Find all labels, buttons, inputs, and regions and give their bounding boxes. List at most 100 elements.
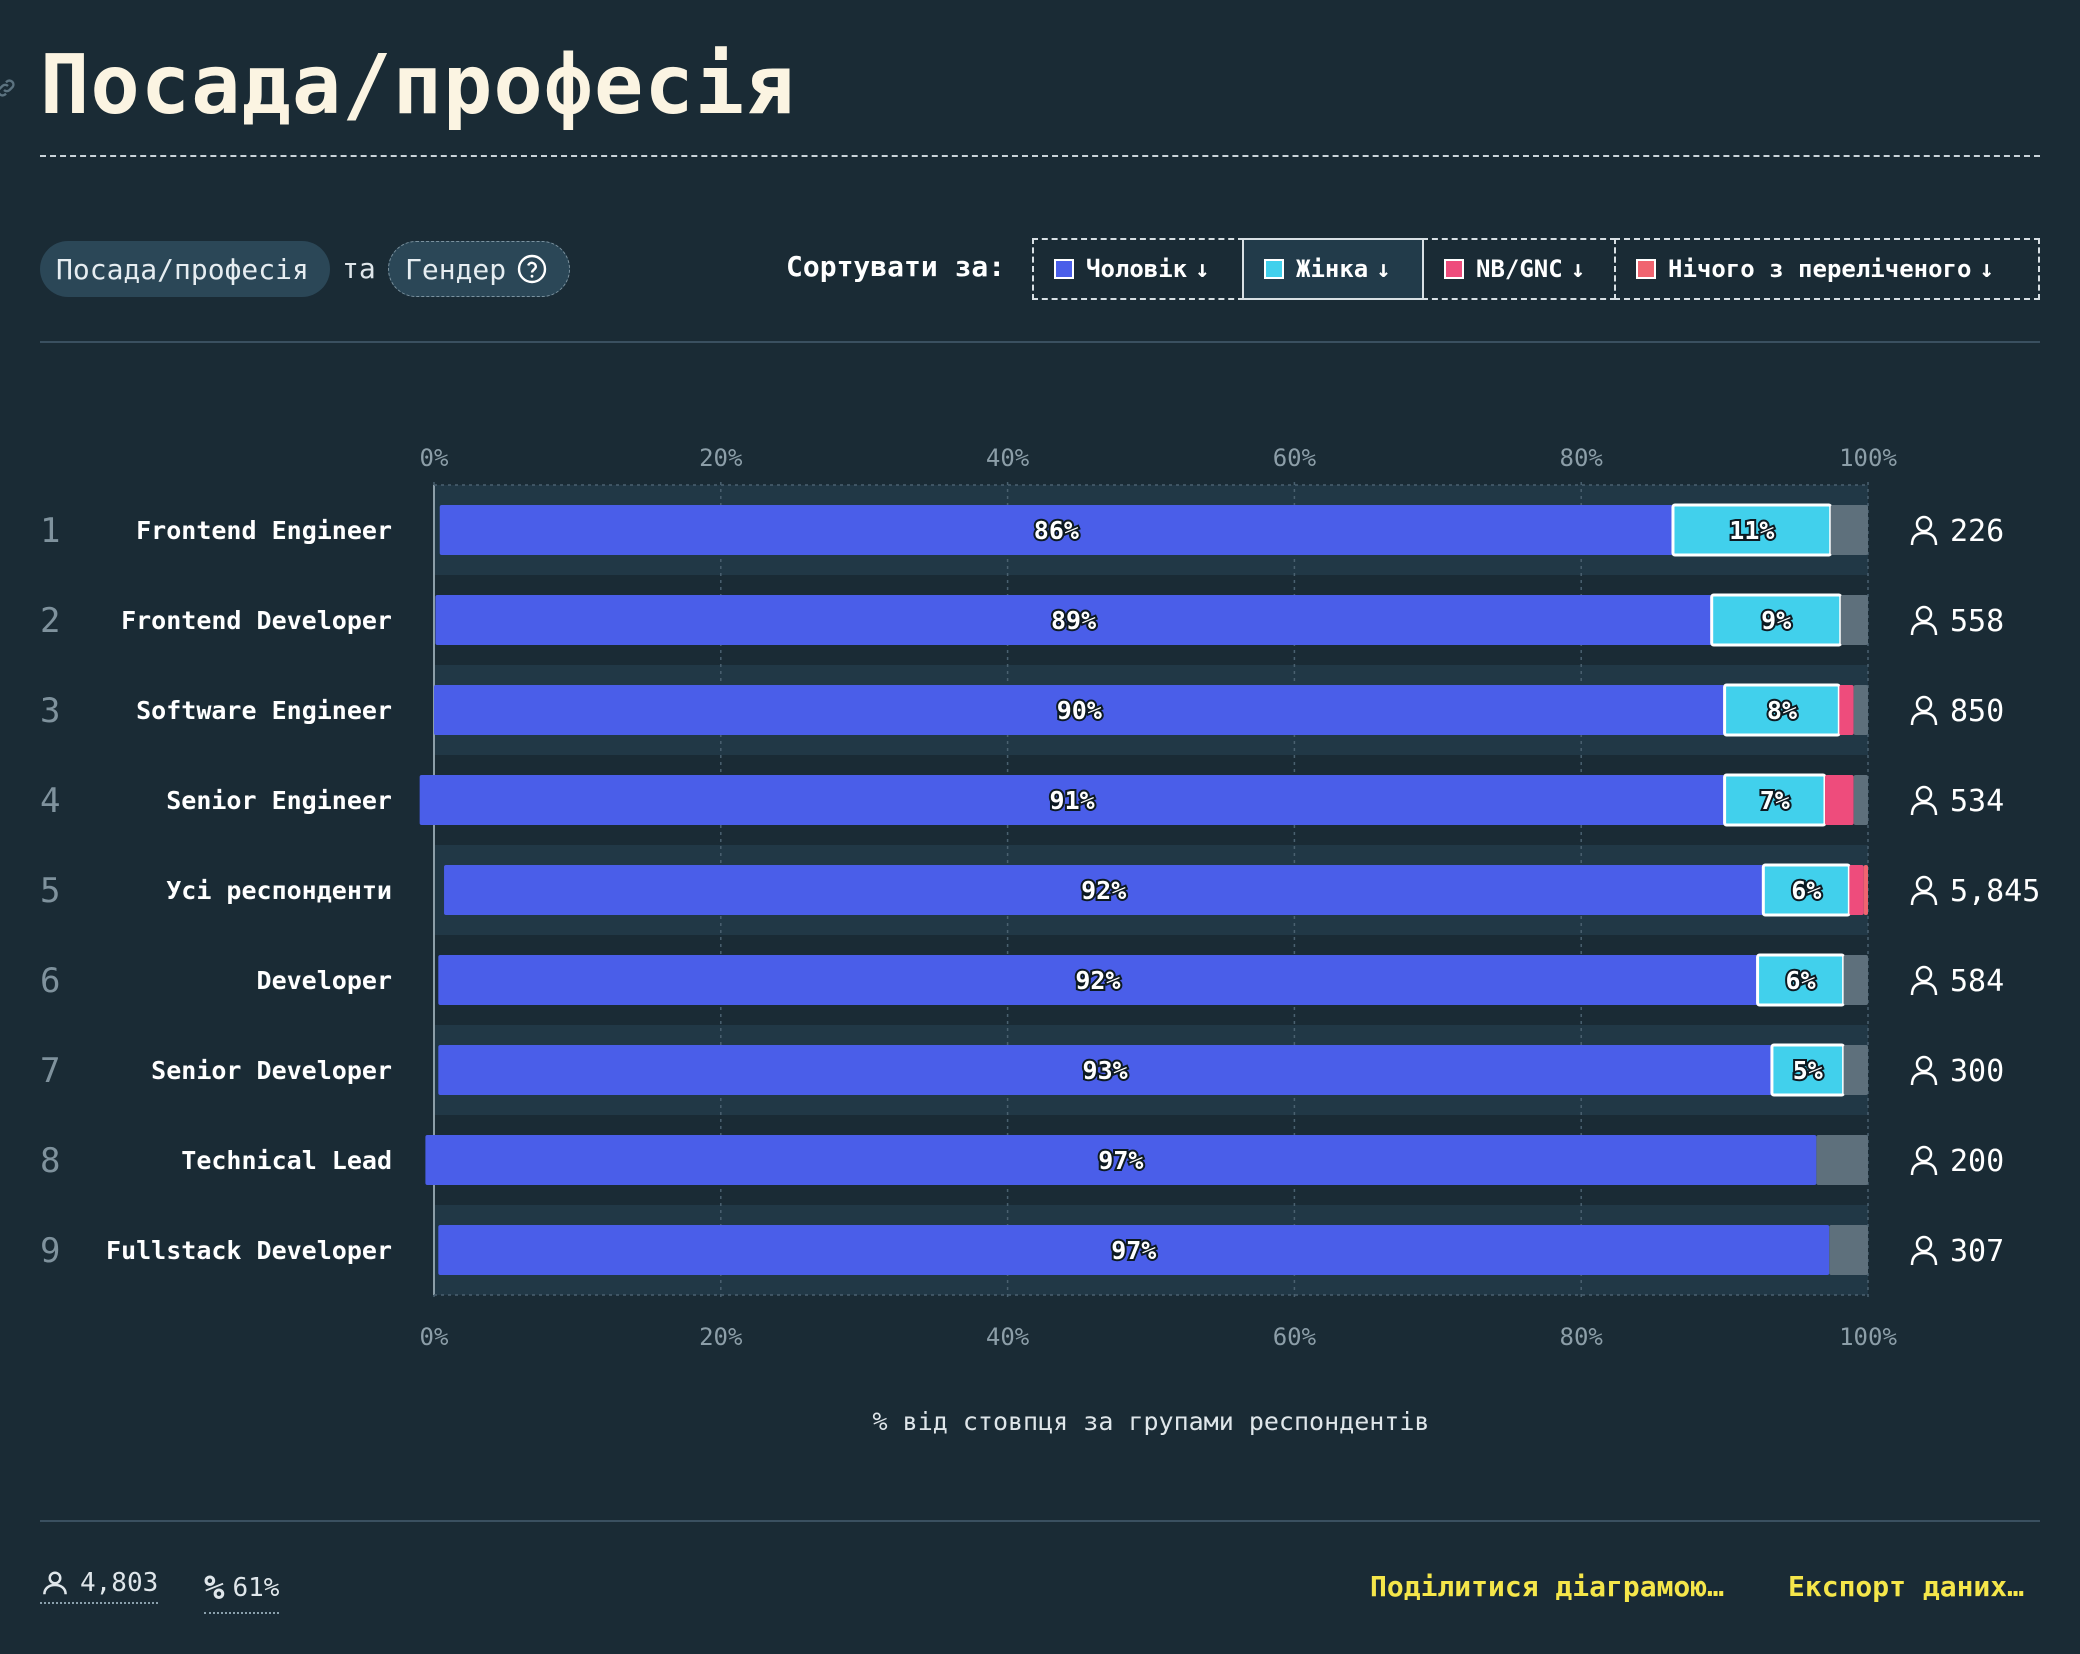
data-label-man: 92% xyxy=(1075,966,1120,995)
bar-none xyxy=(1863,865,1868,915)
person-icon xyxy=(1915,605,1933,623)
x-tick-label-bottom: 80% xyxy=(1560,1323,1604,1351)
respondent-count: 300 xyxy=(1950,1054,2004,1089)
row-rank: 8 xyxy=(40,1141,60,1181)
x-tick-label-bottom: 100% xyxy=(1839,1323,1897,1351)
respondent-count: 850 xyxy=(1950,694,2004,729)
sort-label: Сортувати за: xyxy=(786,250,1006,283)
sort-button-nb-label: NB/GNC xyxy=(1476,255,1563,283)
link-icon[interactable] xyxy=(0,76,18,100)
row-label: Усі респонденти xyxy=(166,876,392,905)
respondent-count: 534 xyxy=(1950,784,2004,819)
data-label-man: 97% xyxy=(1111,1236,1156,1265)
person-icon xyxy=(1910,891,1938,906)
x-tick-label-top: 0% xyxy=(420,444,449,472)
row-rank: 4 xyxy=(40,781,60,821)
bar-man xyxy=(425,1135,1817,1185)
respondent-count: 307 xyxy=(1950,1234,2004,1269)
x-axis-title: % від стовпця за групами респондентів xyxy=(873,1407,1430,1436)
row-rank: 6 xyxy=(40,961,60,1001)
title-divider xyxy=(40,155,2040,157)
bar-other xyxy=(1830,505,1868,555)
data-label-man: 91% xyxy=(1050,786,1095,815)
bar-man xyxy=(438,1045,1772,1095)
none-swatch xyxy=(1636,259,1656,279)
bar-other xyxy=(1829,1225,1868,1275)
help-icon[interactable] xyxy=(516,253,548,285)
row-label: Fullstack Developer xyxy=(106,1236,392,1265)
bar-other xyxy=(1843,1045,1868,1095)
row-label: Senior Engineer xyxy=(166,786,392,815)
x-tick-label-bottom: 40% xyxy=(986,1323,1030,1351)
person-icon xyxy=(43,1571,67,1595)
x-tick-label-bottom: 20% xyxy=(699,1323,743,1351)
x-tick-label-bottom: 60% xyxy=(1273,1323,1317,1351)
data-label-woman: 6% xyxy=(1786,966,1816,995)
person-icon xyxy=(1910,1071,1938,1086)
row-rank: 1 xyxy=(40,511,60,551)
export-data-link[interactable]: Експорт даних… xyxy=(1788,1570,2025,1603)
respondent-count: 200 xyxy=(1950,1144,2004,1179)
role-filter-label: Посада/професія xyxy=(56,252,309,286)
row-rank: 5 xyxy=(40,871,60,911)
respondent-count: 584 xyxy=(1950,964,2004,999)
data-label-woman: 7% xyxy=(1760,786,1790,815)
nb-swatch xyxy=(1444,259,1464,279)
bar-other xyxy=(1840,595,1868,645)
person-icon xyxy=(1915,875,1933,893)
respondent-count: 5,845 xyxy=(1950,874,2040,909)
data-label-man: 86% xyxy=(1034,516,1079,545)
person-icon xyxy=(1915,965,1933,983)
bar-other xyxy=(1853,685,1868,735)
role-filter-pill[interactable]: Посада/професія xyxy=(40,241,330,297)
person-icon xyxy=(1915,785,1933,803)
row-label: Technical Lead xyxy=(181,1146,392,1175)
row-label: Developer xyxy=(257,966,392,995)
row-label: Software Engineer xyxy=(136,696,392,725)
person-icon xyxy=(1915,515,1933,533)
row-rank: 9 xyxy=(40,1231,60,1271)
data-label-woman: 5% xyxy=(1793,1056,1823,1085)
row-rank: 2 xyxy=(40,601,60,641)
data-label-man: 97% xyxy=(1098,1146,1143,1175)
person-icon xyxy=(1910,711,1938,726)
bar-other xyxy=(1843,955,1868,1005)
data-label-man: 89% xyxy=(1051,606,1096,635)
x-tick-label-top: 40% xyxy=(986,444,1030,472)
data-label-woman: 6% xyxy=(1791,876,1821,905)
woman-swatch xyxy=(1264,259,1284,279)
percent-stat[interactable]: % 61% xyxy=(204,1568,280,1614)
sort-button-nb[interactable]: NB/GNC ↓ xyxy=(1422,238,1616,300)
x-tick-label-top: 100% xyxy=(1839,444,1897,472)
sort-button-none-label: Нічого з переліченого xyxy=(1668,255,1972,283)
respondents-count: 4,803 xyxy=(80,1568,159,1598)
data-label-woman: 8% xyxy=(1767,696,1797,725)
stacked-bar-chart: 0% 0% 20% 20% 40% 40% 60% 60% 80% 80% 100% 100% 1 Fro… xyxy=(40,444,2040,1436)
respondents-stat[interactable]: 4,803 xyxy=(40,1568,159,1604)
bar-man xyxy=(439,505,1673,555)
percent-icon: % xyxy=(204,1568,225,1608)
person-icon xyxy=(1915,1235,1933,1253)
x-tick-label-top: 80% xyxy=(1560,444,1604,472)
sort-button-none[interactable]: Нічого з переліченого ↓ xyxy=(1614,238,2040,300)
data-label-man: 90% xyxy=(1057,696,1102,725)
share-chart-link[interactable]: Поділитися діаграмою… xyxy=(1370,1570,1725,1603)
arrow-down-icon: ↓ xyxy=(1979,255,1994,283)
x-tick-label-top: 60% xyxy=(1273,444,1317,472)
filter-conjunction: та xyxy=(342,252,376,285)
row-label: Frontend Engineer xyxy=(136,516,392,545)
person-icon xyxy=(1910,981,1938,996)
person-icon xyxy=(1910,1251,1938,1266)
respondent-count: 558 xyxy=(1950,604,2004,639)
bar-man xyxy=(434,685,1725,735)
bar-nb xyxy=(1824,775,1854,825)
person-icon xyxy=(1915,695,1933,713)
row-label: Senior Developer xyxy=(151,1056,392,1085)
data-label-man: 93% xyxy=(1083,1056,1128,1085)
bar-woman xyxy=(1710,593,1843,647)
bar-man xyxy=(438,1225,1830,1275)
respondent-count: 226 xyxy=(1950,514,2004,549)
gender-filter-pill[interactable]: Гендер xyxy=(388,241,570,297)
page-title: Посада/професія xyxy=(40,38,796,133)
man-swatch xyxy=(1054,259,1074,279)
